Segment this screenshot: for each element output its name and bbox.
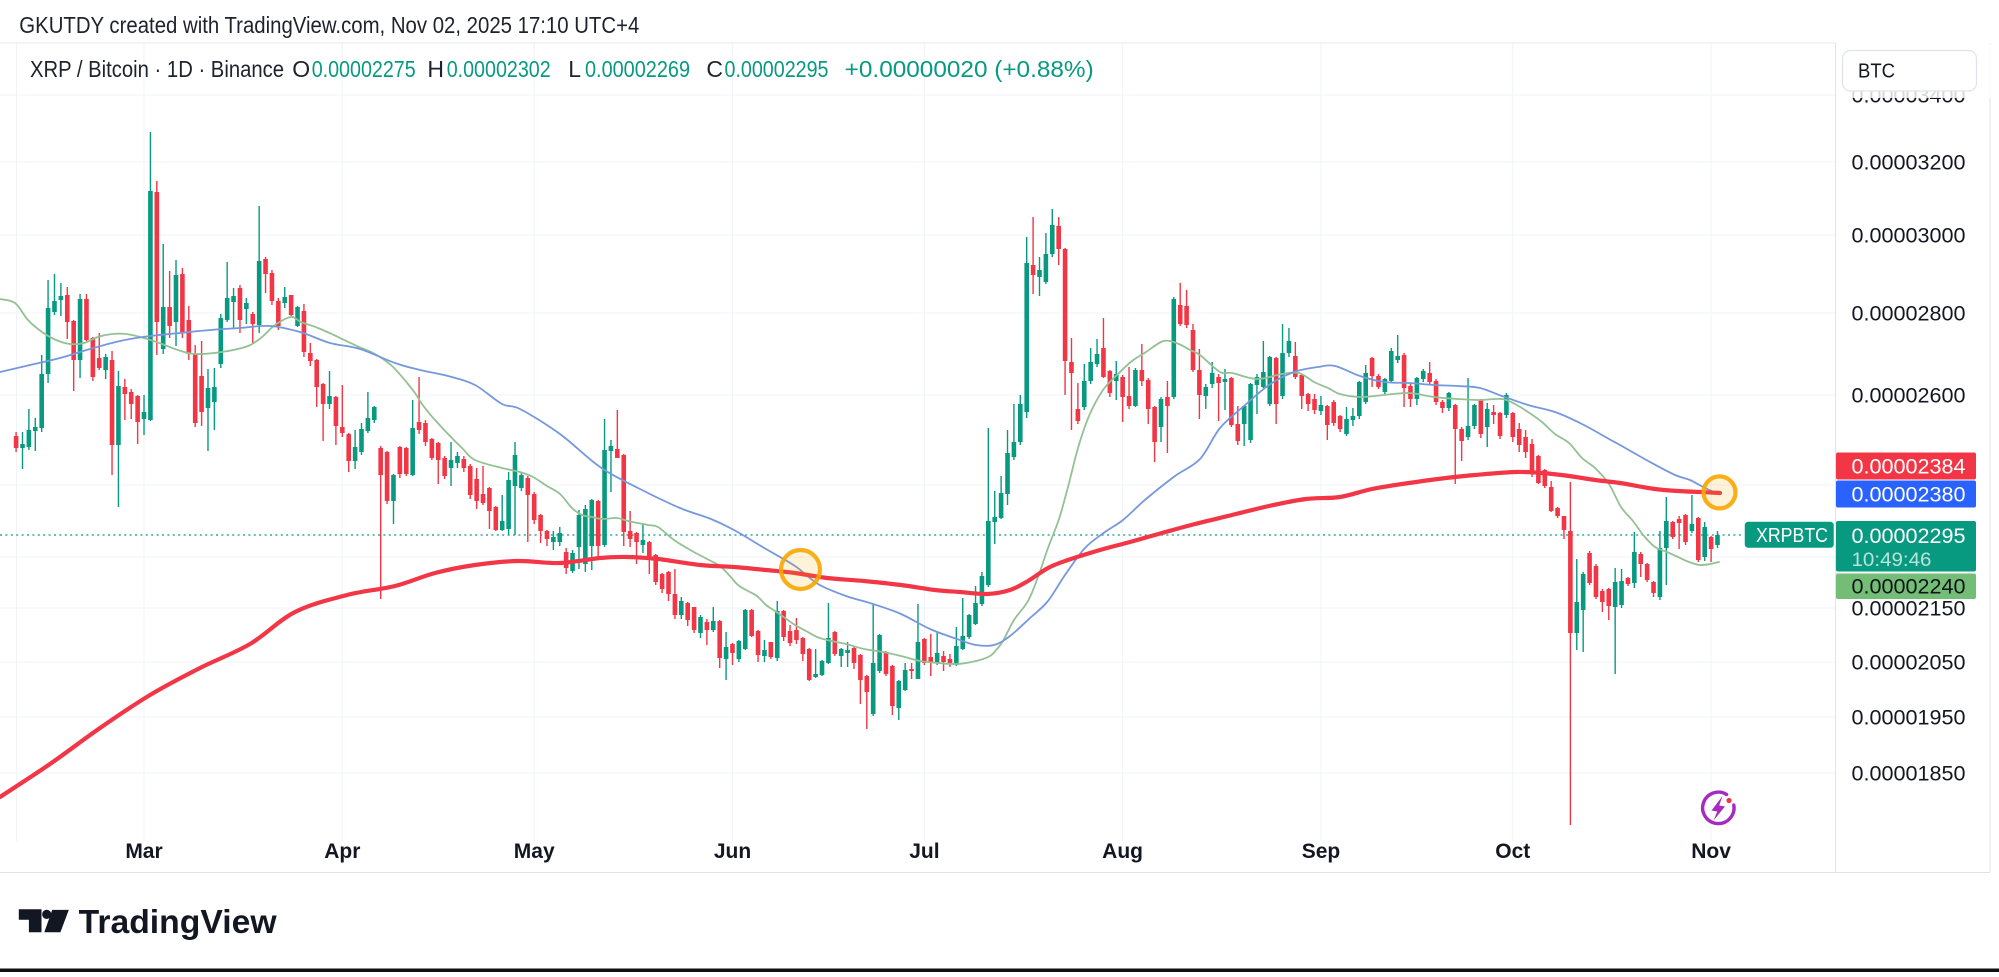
svg-text:0.00003000: 0.00003000: [1852, 225, 1966, 248]
svg-text:0.00002295: 0.00002295: [725, 56, 829, 82]
svg-text:0.00003200: 0.00003200: [1852, 152, 1966, 175]
svg-text:0.00002380: 0.00002380: [1852, 484, 1966, 507]
svg-text:0.00002050: 0.00002050: [1852, 652, 1966, 675]
svg-text:BTC: BTC: [1858, 61, 1895, 83]
svg-text:0.00002275: 0.00002275: [312, 56, 416, 82]
svg-text:TradingView: TradingView: [79, 904, 278, 941]
svg-text:H: H: [427, 56, 444, 82]
svg-text:0.00002150: 0.00002150: [1852, 598, 1966, 621]
svg-text:L: L: [568, 56, 581, 82]
svg-text:0.00001950: 0.00001950: [1852, 707, 1966, 730]
svg-text:Aug: Aug: [1102, 840, 1143, 863]
svg-text:GKUTDY created with TradingVie: GKUTDY created with TradingView.com, Nov…: [19, 12, 639, 38]
svg-text:Oct: Oct: [1495, 840, 1530, 863]
svg-text:+0.00000020 (+0.88%): +0.00000020 (+0.88%): [845, 56, 1094, 82]
svg-text:Sep: Sep: [1302, 840, 1341, 863]
svg-text:Jul: Jul: [909, 840, 939, 863]
svg-text:0.00001850: 0.00001850: [1852, 763, 1966, 786]
svg-text:XRP / Bitcoin · 1D · Binance: XRP / Bitcoin · 1D · Binance: [30, 56, 284, 82]
svg-text:0.00002302: 0.00002302: [447, 56, 551, 82]
svg-text:0.00002384: 0.00002384: [1852, 456, 1966, 479]
svg-text:Jun: Jun: [714, 840, 751, 863]
svg-text:May: May: [514, 840, 555, 863]
svg-text:Mar: Mar: [125, 840, 162, 863]
svg-text:0.00002295: 0.00002295: [1852, 525, 1966, 548]
svg-text:0.00002240: 0.00002240: [1852, 576, 1966, 599]
svg-text:10:49:46: 10:49:46: [1852, 550, 1932, 571]
svg-text:XRPBTC: XRPBTC: [1756, 525, 1828, 547]
svg-text:C: C: [706, 56, 723, 82]
svg-text:Nov: Nov: [1691, 840, 1731, 863]
svg-text:0.00002800: 0.00002800: [1852, 303, 1966, 326]
svg-text:Apr: Apr: [324, 840, 360, 863]
svg-text:0.00002600: 0.00002600: [1852, 385, 1966, 408]
svg-text:O: O: [292, 56, 310, 82]
svg-text:0.00002269: 0.00002269: [585, 56, 690, 82]
